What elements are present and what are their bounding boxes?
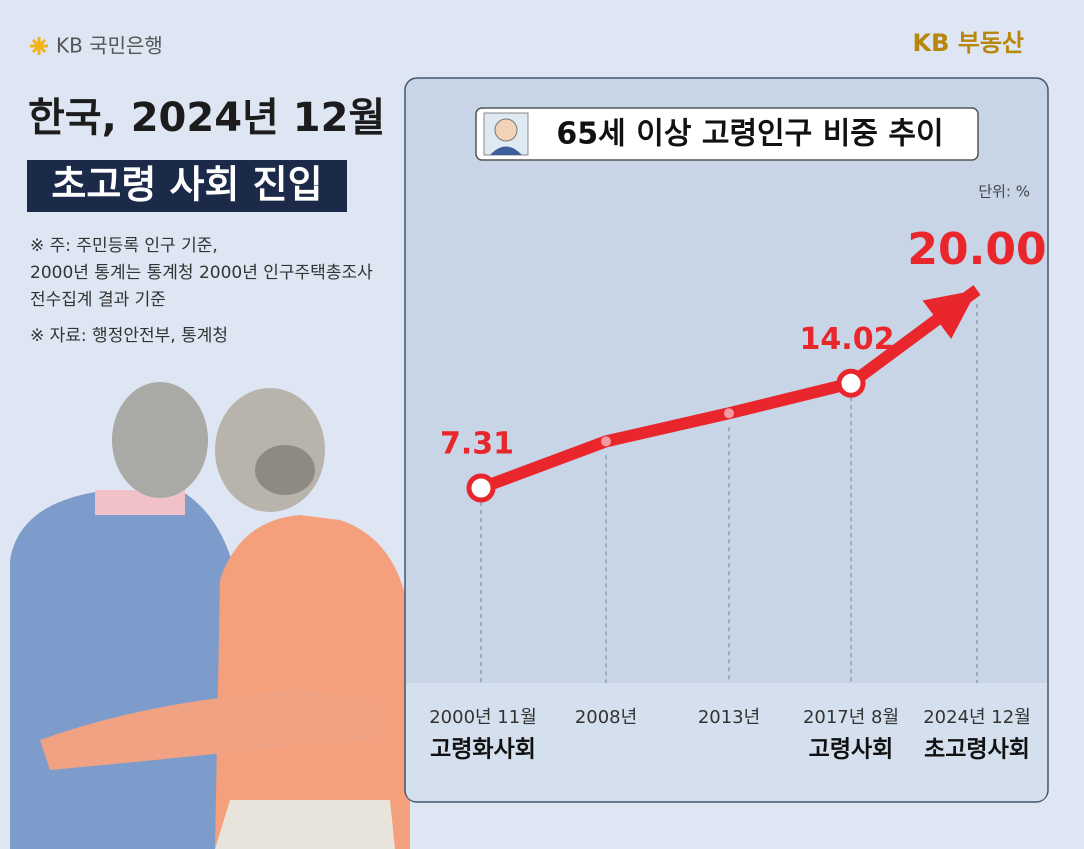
unit-label: 단위: % — [978, 183, 1030, 201]
x-tick-label: 2024년 12월 — [923, 707, 1031, 728]
data-point — [724, 408, 734, 419]
x-tick-label: 2013년 — [698, 707, 760, 728]
title-icon — [483, 112, 529, 156]
milestone-label: 초고령사회 — [924, 737, 1030, 763]
bank-logo-icon — [30, 37, 48, 55]
data-point — [601, 436, 611, 447]
x-tick-label: 2000년 11월 — [429, 707, 537, 728]
title-box — [475, 107, 979, 161]
headline-highlight: 초고령 사회 진입 — [51, 163, 322, 207]
milestone-label: 고령화사회 — [430, 737, 536, 763]
x-tick-label: 2017년 8월 — [803, 707, 899, 728]
data-point — [836, 368, 866, 398]
chart-panel — [404, 77, 1049, 803]
headline-box — [27, 160, 347, 212]
milestone-label: 고령사회 — [809, 737, 894, 763]
value-label: 14.02 — [800, 322, 895, 357]
note: 2000년 통계는 통계청 2000년 인구주택총조사 — [30, 263, 373, 283]
value-label: 20.00 — [907, 224, 1046, 275]
couple-illustration — [10, 382, 410, 849]
x-tick-label: 2008년 — [575, 707, 637, 728]
bank-logo: KB 국민은행 — [56, 34, 163, 58]
chart-title: 65세 이상 고령인구 비중 추이 — [556, 117, 943, 152]
brand-logo: KB 부동산 — [913, 29, 1025, 57]
headline: 한국, 2024년 12월 — [28, 95, 385, 141]
value-label: 7.31 — [440, 427, 514, 462]
note: ※ 주: 주민등록 인구 기준, — [30, 236, 218, 256]
source: ※ 자료: 행정안전부, 통계청 — [30, 326, 228, 346]
data-point — [466, 473, 496, 503]
axis-band — [406, 683, 1047, 801]
note: 전수집계 결과 기준 — [30, 290, 166, 310]
